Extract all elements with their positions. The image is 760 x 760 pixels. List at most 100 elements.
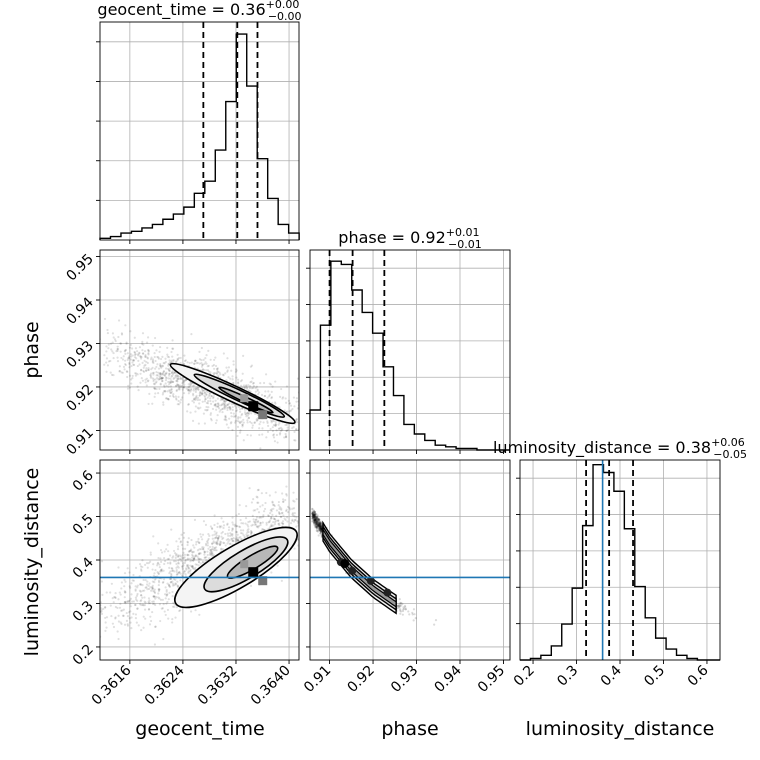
- lumdist-vs-phase-sample-point: [318, 520, 321, 523]
- phase-vs-geocent-time-sample-point: [69, 350, 71, 352]
- phase-vs-geocent-time-sample-point: [166, 397, 169, 400]
- lumdist-vs-geocent-time-sample-point: [176, 573, 179, 576]
- phase-vs-geocent-time-sample-point: [177, 403, 181, 406]
- phase-vs-geocent-time-sample-point: [96, 363, 98, 365]
- lumdist-vs-geocent-time-sample-point: [281, 511, 284, 514]
- lumdist-vs-phase-sample-point: [313, 518, 316, 521]
- lumdist-vs-geocent-time-sample-point: [178, 557, 181, 561]
- phase-vs-geocent-time-sample-point: [271, 401, 274, 404]
- lumdist-vs-geocent-time-sample-point: [231, 540, 235, 543]
- lumdist-vs-phase-sample-point: [317, 519, 321, 522]
- lumdist-vs-geocent-time-sample-point: [162, 602, 165, 606]
- phase-vs-geocent-time-sample-point: [165, 367, 168, 370]
- phase-vs-geocent-time-sample-point: [162, 370, 166, 373]
- lumdist-vs-geocent-time-sample-point: [126, 614, 130, 618]
- lumdist-vs-geocent-time-sample-point: [216, 537, 219, 540]
- lumdist-vs-phase-sample-point: [312, 519, 315, 522]
- phase-vs-geocent-time-sample-point: [259, 382, 262, 385]
- lumdist-vs-phase-sample-point: [312, 509, 316, 512]
- lumdist-vs-geocent-time-sample-point: [205, 556, 208, 559]
- lumdist-vs-geocent-time-sample-point: [96, 588, 98, 590]
- lumdist-vs-phase-sample-point: [399, 612, 402, 615]
- phase-vs-geocent-time-sample-point: [165, 377, 168, 380]
- phase-vs-geocent-time-sample-point: [295, 428, 298, 431]
- phase-vs-geocent-time-sample-point: [281, 428, 284, 431]
- lumdist-vs-geocent-time-sample-point: [134, 589, 137, 592]
- lumdist-vs-phase-sample-point: [313, 514, 317, 517]
- lumdist-vs-geocent-time-sample-point: [136, 599, 139, 603]
- phase-vs-geocent-time-sample-point: [176, 380, 179, 383]
- lumdist-vs-geocent-time-sample-point: [196, 555, 199, 558]
- lumdist-vs-geocent-time-sample-point: [195, 543, 198, 546]
- lumdist-vs-geocent-time-sample-point: [117, 614, 120, 617]
- lumdist-vs-geocent-time-sample-point: [188, 549, 192, 552]
- phase-vs-geocent-time-sample-point: [145, 360, 148, 364]
- phase-vs-geocent-time-sample-point: [222, 403, 226, 406]
- phase-vs-geocent-time-sample-point: [167, 356, 171, 359]
- lumdist-vs-phase-sample-point: [320, 536, 323, 539]
- phase-vs-geocent-time-sample-point: [235, 409, 239, 412]
- phase-vs-geocent-time-sample-point: [177, 356, 180, 360]
- lumdist-vs-geocent-time-sample-point: [117, 566, 120, 569]
- lumdist-vs-geocent-time-sample-point: [114, 596, 117, 599]
- lumdist-vs-geocent-time-sample-point: [151, 600, 154, 603]
- lumdist-vs-geocent-time-sample-point: [186, 541, 189, 544]
- phase-vs-geocent-time-sample-point: [103, 354, 106, 357]
- lumdist-vs-geocent-time-sample-point: [254, 509, 257, 512]
- phase-vs-geocent-time-sample-point: [126, 375, 129, 379]
- phase-vs-geocent-time-sample-point: [182, 379, 185, 382]
- phase-vs-geocent-time-sample-point: [201, 389, 205, 392]
- phase-vs-geocent-time-sample-point: [118, 369, 121, 373]
- phase-vs-geocent-time-sample-point: [172, 377, 175, 380]
- lumdist-vs-geocent-time-sample-point: [214, 536, 218, 539]
- lumdist-vs-geocent-time-sample-point: [285, 492, 288, 496]
- lumdist-vs-phase-sample-point: [404, 606, 407, 609]
- lumdist-vs-phase-sample-point: [315, 521, 318, 524]
- phase-vs-geocent-time-sample-point: [175, 398, 178, 401]
- phase-vs-geocent-time-sample-point: [206, 402, 210, 405]
- phase-vs-geocent-time-sample-point: [182, 380, 185, 383]
- lumdist-vs-geocent-time-sample-point: [151, 568, 154, 571]
- phase-vs-geocent-time-sample-point: [278, 421, 281, 425]
- lumdist-vs-geocent-time-sample-point: [104, 616, 107, 620]
- phase-vs-geocent-time-sample-point: [140, 342, 144, 345]
- phase-vs-geocent-time-sample-point: [241, 372, 244, 375]
- lumdist-vs-phase-sample-point: [317, 527, 321, 530]
- lumdist-vs-geocent-time-sample-point: [167, 598, 170, 601]
- phase-vs-geocent-time-sample-point: [61, 328, 63, 330]
- lumdist-vs-geocent-time-sample-point: [172, 549, 176, 553]
- phase-vs-geocent-time-sample-point: [197, 386, 200, 389]
- lumdist-vs-geocent-time-sample-point: [152, 595, 155, 598]
- lumdist-vs-geocent-time-sample-point: [292, 507, 296, 510]
- phase-vs-geocent-time-sample-point: [200, 361, 203, 365]
- phase-vs-geocent-time-sample-point: [195, 394, 198, 397]
- phase-vs-geocent-time-sample-point: [125, 342, 128, 345]
- lumdist-vs-geocent-time-sample-point: [278, 524, 281, 527]
- lumdist-vs-geocent-time-sample-point: [175, 540, 178, 543]
- phase-vs-geocent-time-sample-point: [236, 425, 240, 428]
- phase-vs-geocent-time-sample-point: [136, 350, 139, 353]
- phase-vs-geocent-time-sample-point: [258, 433, 261, 436]
- lumdist-vs-geocent-time-sample-point: [265, 491, 268, 495]
- phase-vs-geocent-time-sample-point: [110, 373, 114, 376]
- phase-vs-geocent-time-sample-point: [146, 357, 150, 360]
- lumdist-vs-geocent-time-sample-point: [192, 567, 195, 570]
- lumdist-vs-geocent-time-sample-point: [211, 527, 214, 531]
- lumdist-vs-geocent-time-sample-point: [145, 562, 149, 565]
- lumdist-vs-geocent-time-sample-point: [197, 558, 201, 561]
- lumdist-vs-geocent-time-sample-point: [278, 507, 281, 511]
- phase-vs-geocent-time-sample-point: [167, 398, 170, 401]
- phase-vs-geocent-time-sample-point: [306, 400, 308, 402]
- phase-vs-geocent-time-sample-point: [116, 349, 119, 352]
- phase-vs-geocent-time-sample-point: [139, 355, 142, 358]
- phase-vs-geocent-time-sample-point: [192, 394, 195, 397]
- phase-vs-geocent-time-sample-point: [194, 389, 198, 392]
- phase-vs-geocent-time-sample-point: [181, 386, 185, 389]
- lumdist-vs-phase-sample-point: [313, 514, 316, 517]
- phase-vs-geocent-time-sample-point: [153, 352, 156, 355]
- phase-vs-geocent-time-sample-point: [178, 386, 181, 390]
- phase-vs-geocent-time-sample-point: [179, 356, 182, 360]
- phase-vs-geocent-time-sample-point: [176, 377, 179, 381]
- lumdist-vs-geocent-time-sample-point: [157, 561, 160, 564]
- phase-vs-geocent-time-sample-point: [285, 423, 289, 427]
